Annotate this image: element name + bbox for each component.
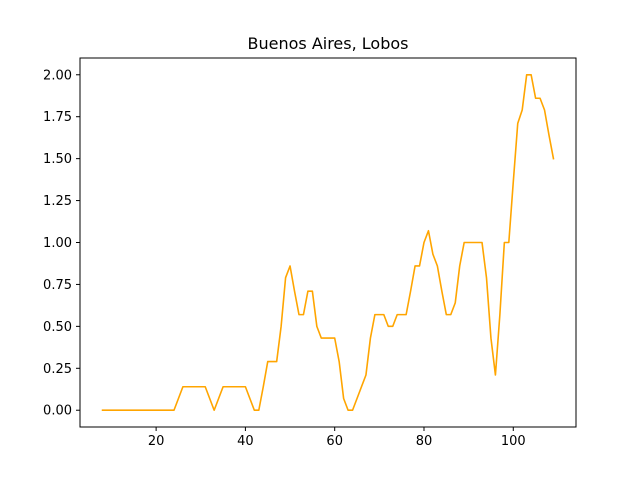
x-tick-label: 60	[326, 434, 343, 449]
y-tick-label: 1.75	[43, 110, 72, 125]
axis-ticks: 20 40 60 80 100 0.00 0.25 0.50 0.75 1.00 1.25 1.50 1…	[43, 68, 526, 449]
y-tick-label: 1.00	[43, 236, 72, 251]
chart-title: Buenos Aires, Lobos	[248, 34, 409, 53]
y-tick-label: 1.50	[43, 152, 72, 167]
y-tick-label: 2.00	[43, 68, 72, 83]
y-tick-label: 0.50	[43, 320, 72, 335]
x-tick-label: 80	[416, 434, 433, 449]
plot-frame	[79, 57, 577, 428]
x-tick-label: 20	[148, 434, 165, 449]
y-tick-label: 0.25	[43, 362, 72, 377]
y-tick-label: 0.75	[43, 278, 72, 293]
x-tick-label: 100	[501, 434, 526, 449]
y-tick-label: 1.25	[43, 194, 72, 209]
y-tick-label: 0.00	[43, 404, 72, 419]
series-line	[101, 73, 555, 412]
x-tick-label: 40	[237, 434, 254, 449]
